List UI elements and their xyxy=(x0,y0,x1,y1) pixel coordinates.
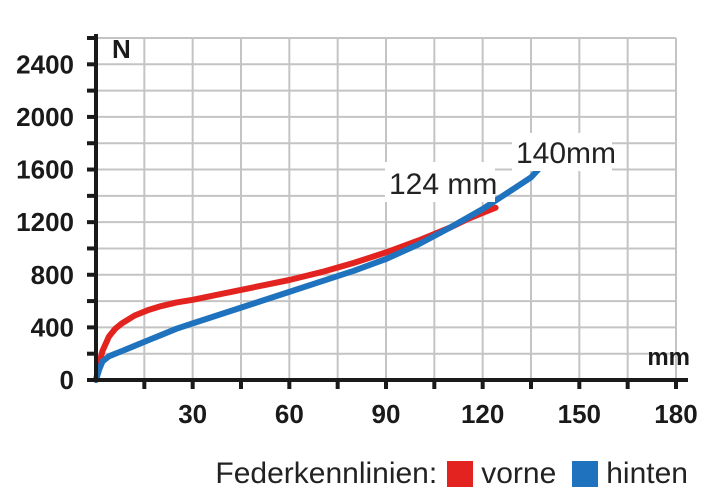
chart-grid xyxy=(96,37,677,380)
y-tick-label: 1200 xyxy=(16,207,74,237)
annotation-background xyxy=(385,162,495,202)
annotation-background xyxy=(512,133,612,171)
y-tick-label: 0 xyxy=(60,365,74,395)
annotation-label: 140mm xyxy=(516,137,616,170)
y-tick-label: 2400 xyxy=(16,49,74,79)
legend-swatch-hinten xyxy=(572,461,599,487)
x-tick-label: 30 xyxy=(178,399,207,429)
x-tick-label: 150 xyxy=(558,399,601,429)
y-tick-label: 1600 xyxy=(16,155,74,185)
chart-legend: Federkennlinien: vorne hinten xyxy=(215,457,694,491)
y-tick-label: 2000 xyxy=(16,102,74,132)
x-tick-label: 180 xyxy=(654,399,697,429)
y-tick-label: 400 xyxy=(31,312,74,342)
x-tick-label: 60 xyxy=(275,399,304,429)
legend-swatch-vorne xyxy=(447,461,474,487)
y-axis-unit: N xyxy=(112,34,131,64)
chart-series xyxy=(93,153,551,383)
chart-annotations: 124 mm 140mm xyxy=(385,133,616,202)
chart-tick-labels: 30 60 90 120 150 180 0 400 800 1200 1600 2000 2400 Nm… xyxy=(16,34,698,429)
x-tick-label: 90 xyxy=(372,399,401,429)
legend-label-hinten: hinten xyxy=(606,457,688,490)
legend-label-vorne: vorne xyxy=(481,457,557,490)
series-line-hinten xyxy=(93,153,551,383)
annotation-label: 124 mm xyxy=(389,168,497,201)
y-tick-label: 800 xyxy=(31,260,74,290)
x-axis-unit: mm xyxy=(647,344,690,371)
chart-axes xyxy=(87,34,688,389)
legend-title: Federkennlinien: xyxy=(215,457,438,490)
x-tick-label: 120 xyxy=(461,399,504,429)
